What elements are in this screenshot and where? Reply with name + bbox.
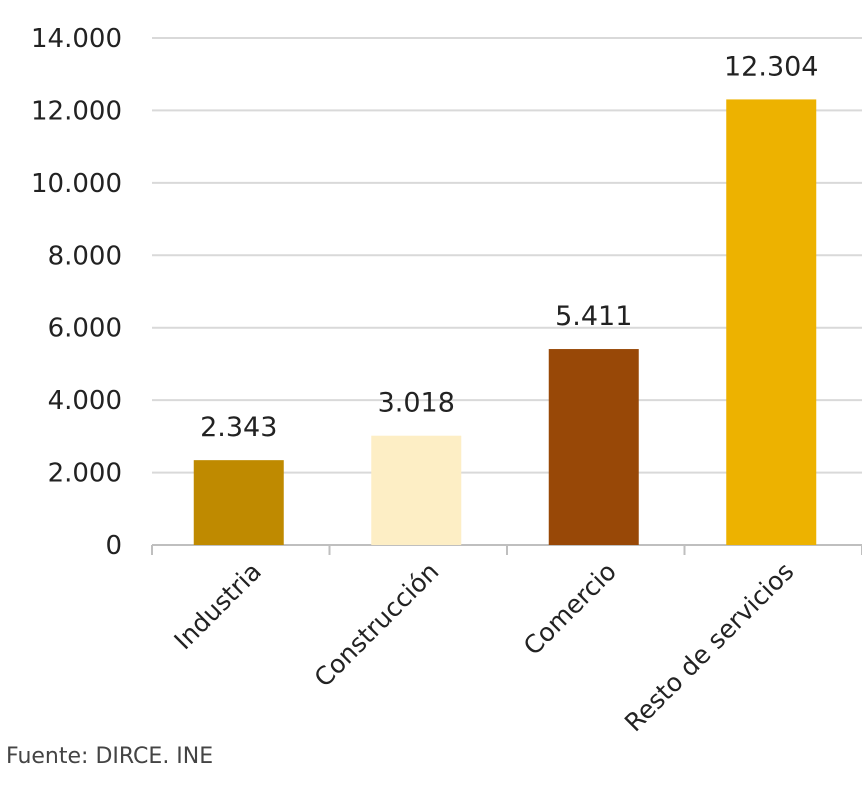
- x-category-label: Construcción: [309, 557, 445, 693]
- bar: [371, 435, 462, 545]
- data-label: 3.018: [378, 388, 455, 419]
- bar-chart: 02.0004.0006.0008.00010.00012.00014.000 …: [31, 24, 862, 738]
- data-label: 2.343: [200, 412, 277, 443]
- x-category-label: Resto de servicios: [619, 557, 800, 738]
- x-category-label: Industria: [168, 557, 267, 656]
- y-axis-tick-labels: 0 2.000 4.000 6.000 8.000 10.000 12.000 14.000: [31, 24, 122, 561]
- y-tick-label: 12.000: [31, 96, 122, 126]
- axes: [151, 544, 862, 555]
- gridlines: [152, 37, 862, 474]
- data-label: 12.304: [724, 51, 818, 82]
- y-tick-label: 4.000: [48, 386, 122, 416]
- data-labels: 2.343 3.018 5.411 12.304: [200, 51, 818, 443]
- y-tick-label: 6.000: [48, 314, 122, 344]
- bars: [193, 99, 817, 545]
- bar: [193, 460, 284, 545]
- source-note: Fuente: DIRCE. INE: [6, 744, 214, 769]
- y-tick-label: 8.000: [48, 241, 122, 271]
- x-category-label: Comercio: [518, 557, 622, 661]
- bar: [726, 99, 817, 545]
- y-tick-label: 0: [105, 531, 122, 561]
- y-tick-label: 14.000: [31, 24, 122, 54]
- y-tick-label: 10.000: [31, 169, 122, 199]
- bar: [548, 349, 639, 545]
- data-label: 5.411: [555, 301, 632, 332]
- y-tick-label: 2.000: [48, 459, 122, 489]
